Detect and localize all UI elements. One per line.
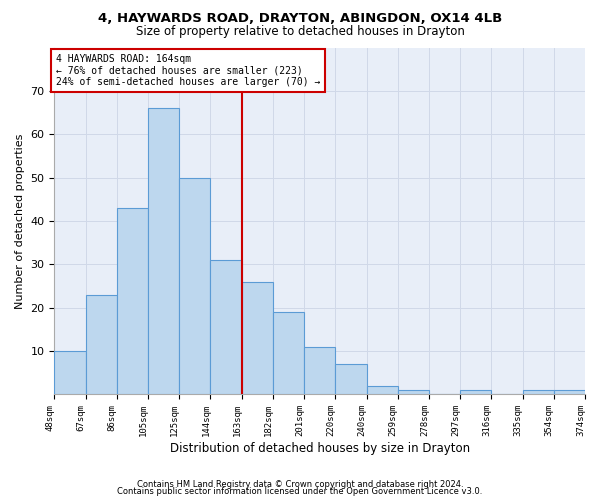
Bar [55,351,86,395]
Bar [304,347,335,395]
Bar [242,282,273,395]
Text: Contains public sector information licensed under the Open Government Licence v3: Contains public sector information licen… [118,488,482,496]
Bar [554,390,585,394]
Bar [460,390,491,394]
Bar [117,208,148,394]
X-axis label: Distribution of detached houses by size in Drayton: Distribution of detached houses by size … [170,442,470,455]
Bar [86,294,117,394]
Text: 4 HAYWARDS ROAD: 164sqm
← 76% of detached houses are smaller (223)
24% of semi-d: 4 HAYWARDS ROAD: 164sqm ← 76% of detache… [56,54,320,87]
Bar [211,260,242,394]
Bar [398,390,429,394]
Text: Size of property relative to detached houses in Drayton: Size of property relative to detached ho… [136,25,464,38]
Bar [179,178,211,394]
Bar [148,108,179,395]
Bar [367,386,398,394]
Bar [273,312,304,394]
Bar [335,364,367,394]
Bar [523,390,554,394]
Text: 4, HAYWARDS ROAD, DRAYTON, ABINGDON, OX14 4LB: 4, HAYWARDS ROAD, DRAYTON, ABINGDON, OX1… [98,12,502,26]
Text: Contains HM Land Registry data © Crown copyright and database right 2024.: Contains HM Land Registry data © Crown c… [137,480,463,489]
Y-axis label: Number of detached properties: Number of detached properties [15,134,25,308]
